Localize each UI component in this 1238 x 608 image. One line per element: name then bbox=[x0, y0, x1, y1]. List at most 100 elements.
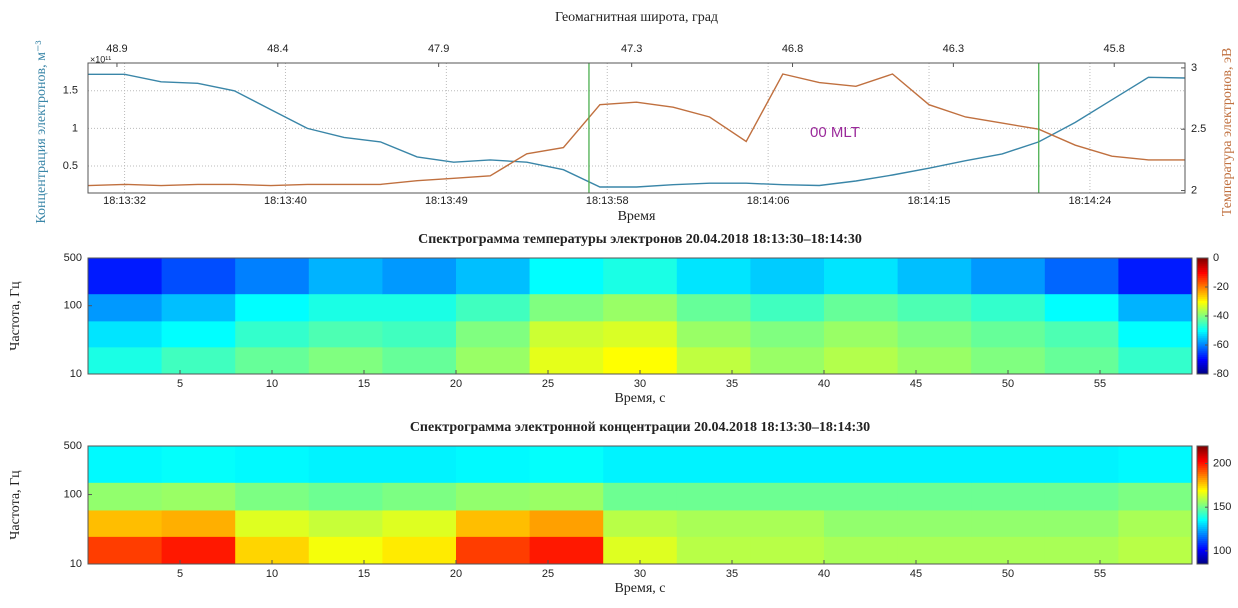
heatmap-cell bbox=[382, 346, 457, 375]
x-tick-label: 40 bbox=[818, 378, 830, 390]
colorbar-segment bbox=[1197, 489, 1208, 492]
heatmap-cell bbox=[971, 258, 1046, 295]
heatmap-cell bbox=[382, 509, 457, 537]
colorbar-segment bbox=[1197, 503, 1208, 506]
colorbar-segment bbox=[1197, 550, 1208, 553]
colorbar-segment bbox=[1197, 463, 1208, 467]
heatmap-cell bbox=[603, 446, 678, 483]
heatmap-cell bbox=[308, 346, 383, 375]
heatmap-cell bbox=[603, 536, 678, 565]
y-tick-label: 10 bbox=[70, 368, 82, 380]
colorbar-segment bbox=[1197, 552, 1208, 555]
colorbar-segment bbox=[1197, 319, 1208, 323]
data-line bbox=[87, 73, 1185, 187]
colorbar-segment bbox=[1197, 269, 1208, 273]
colorbar-segment bbox=[1197, 473, 1208, 476]
heatmap-cell bbox=[897, 258, 972, 295]
y-tick-label: 10 bbox=[70, 558, 82, 570]
heatmap-cell bbox=[382, 482, 457, 511]
heatmap-cell bbox=[824, 446, 899, 483]
annotation: 00 MLT bbox=[810, 124, 860, 141]
heatmap-cell bbox=[456, 446, 531, 483]
heatmap-cell bbox=[161, 346, 236, 375]
colorbar-segment bbox=[1197, 512, 1208, 516]
heatmap-cell bbox=[971, 346, 1046, 375]
heatmap-cell bbox=[456, 509, 531, 537]
x-tick-label: 55 bbox=[1094, 378, 1106, 390]
heatmap-cell bbox=[235, 293, 310, 322]
heatmap-cell bbox=[897, 509, 972, 537]
heatmap-cell bbox=[161, 320, 236, 348]
heatmap-cell bbox=[824, 320, 899, 348]
colorbar-segment bbox=[1197, 499, 1208, 502]
heatmap-cell bbox=[897, 293, 972, 322]
heatmap-cell bbox=[824, 346, 899, 375]
heatmap-cell bbox=[308, 536, 383, 565]
x-tick-label: 20 bbox=[450, 378, 462, 390]
heatmap-cell bbox=[382, 446, 457, 483]
y-tick-label: 500 bbox=[64, 252, 82, 264]
colorbar-segment bbox=[1197, 520, 1208, 524]
heatmap-cell bbox=[456, 536, 531, 565]
heatmap-cell bbox=[161, 509, 236, 537]
x-tick-label: 15 bbox=[358, 568, 370, 580]
colorbar-segment bbox=[1197, 368, 1208, 371]
colorbar-segment bbox=[1197, 467, 1208, 471]
colorbar-segment bbox=[1197, 362, 1208, 365]
heatmap-cell bbox=[88, 482, 163, 511]
colorbar-segment bbox=[1197, 267, 1208, 271]
colorbar-segment bbox=[1197, 540, 1208, 543]
colorbar-segment bbox=[1197, 491, 1208, 494]
heatmap-cell bbox=[88, 446, 163, 483]
colorbar-segment bbox=[1197, 516, 1208, 520]
x-axis-label: Время, с bbox=[614, 391, 665, 406]
colorbar-segment bbox=[1197, 304, 1208, 307]
colorbar-tick-label: 0 bbox=[1213, 252, 1219, 264]
heatmap-cell bbox=[676, 446, 751, 483]
heatmap-cell bbox=[676, 346, 751, 375]
heatmap-cell bbox=[161, 536, 236, 565]
heatmap-cell bbox=[1118, 320, 1193, 348]
y-tick-label: 0.5 bbox=[63, 160, 78, 172]
heatmap-cell bbox=[1044, 293, 1119, 322]
heatmap-cell bbox=[1118, 258, 1193, 295]
colorbar-segment bbox=[1197, 343, 1208, 346]
colorbar-segment bbox=[1197, 312, 1208, 315]
colorbar-segment bbox=[1197, 461, 1208, 465]
colorbar-segment bbox=[1197, 479, 1208, 482]
heatmap-cell bbox=[676, 320, 751, 348]
heatmap-cell bbox=[750, 536, 825, 565]
x-tick-label: 25 bbox=[542, 568, 554, 580]
y-tick-label: 1.5 bbox=[63, 85, 78, 97]
x-tick-label: 25 bbox=[542, 378, 554, 390]
y-tick-label: 500 bbox=[64, 440, 82, 452]
heatmap-cell bbox=[971, 536, 1046, 565]
heatmap-cell bbox=[824, 536, 899, 565]
heatmap-cell bbox=[750, 446, 825, 483]
y-tick-label: 100 bbox=[64, 488, 82, 500]
colorbar-segment bbox=[1197, 483, 1208, 486]
x2-tick-label: 48.4 bbox=[267, 43, 288, 55]
x-tick-label: 45 bbox=[910, 378, 922, 390]
colorbar-segment bbox=[1197, 298, 1208, 302]
heatmap-cell bbox=[456, 482, 531, 511]
colorbar-segment bbox=[1197, 348, 1208, 352]
x-tick-label: 55 bbox=[1094, 568, 1106, 580]
colorbar-segment bbox=[1197, 323, 1208, 327]
colorbar-segment bbox=[1197, 327, 1208, 331]
heatmap-cell bbox=[456, 293, 531, 322]
heatmap-cell bbox=[824, 509, 899, 537]
heatmap-cell bbox=[88, 536, 163, 565]
heatmap-cell bbox=[235, 258, 310, 295]
colorbar-segment bbox=[1197, 259, 1208, 263]
colorbar-segment bbox=[1197, 358, 1208, 361]
colorbar-segment bbox=[1197, 296, 1208, 300]
x-tick-label: 5 bbox=[177, 568, 183, 580]
y2-axis-label: Температура электронов, эВ bbox=[1220, 48, 1235, 217]
y-axis-label: Концентрация электронов, м⁻³ bbox=[34, 40, 49, 223]
colorbar-tick-label: -80 bbox=[1213, 368, 1229, 380]
x2-tick-label: 47.3 bbox=[621, 43, 642, 55]
colorbar-segment bbox=[1197, 333, 1208, 336]
colorbar-segment bbox=[1197, 285, 1208, 288]
